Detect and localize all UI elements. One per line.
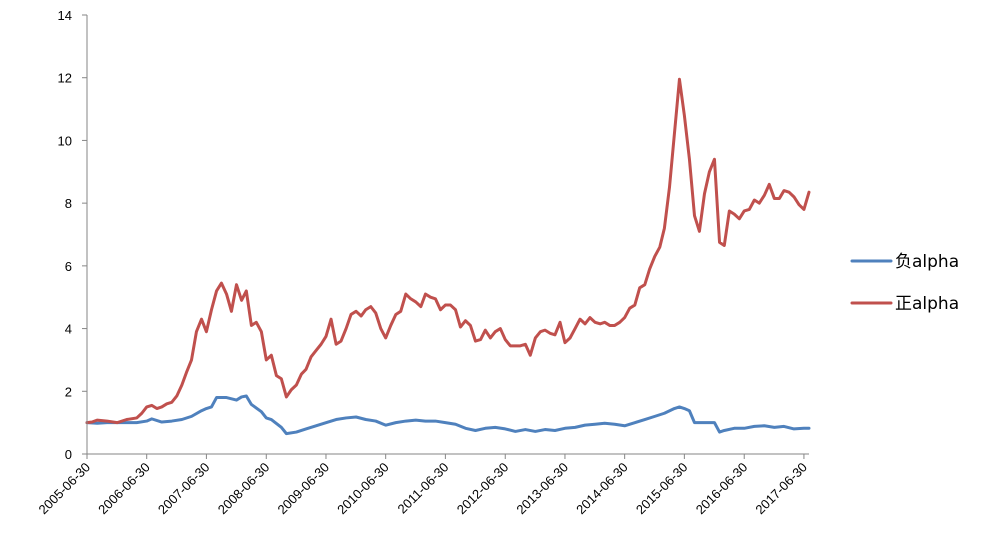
x-tick-label: 2011-06-30 <box>395 460 452 517</box>
y-tick-label: 10 <box>58 133 72 148</box>
legend: 负alpha 正alpha <box>850 252 959 314</box>
x-tick-label: 2006-06-30 <box>95 460 153 518</box>
y-tick-label: 0 <box>65 447 72 462</box>
x-tick-label: 2009-06-30 <box>274 460 332 518</box>
x-tick-label: 2017-06-30 <box>752 460 810 518</box>
x-tick-label: 2014-06-30 <box>573 460 631 518</box>
y-axis-ticks: 0 2 4 6 8 10 12 14 <box>58 8 87 462</box>
x-axis-ticks: 2005-06-30 2006-06-30 2007-06-30 2008-06-30… <box>35 454 810 517</box>
y-tick-label: 14 <box>58 8 72 23</box>
y-tick-label: 6 <box>65 259 72 274</box>
x-tick-label: 2015-06-30 <box>633 460 691 518</box>
x-tick-label: 2016-06-30 <box>693 460 751 518</box>
series-layer <box>85 77 811 436</box>
series-line-2 <box>85 77 811 425</box>
x-tick-label: 2010-06-30 <box>334 460 392 518</box>
y-tick-label: 2 <box>65 384 72 399</box>
legend-label-2: 正alpha <box>895 294 959 314</box>
y-tick-label: 8 <box>65 196 72 211</box>
x-tick-label: 2012-06-30 <box>454 460 512 518</box>
legend-label-1: 负alpha <box>895 252 959 272</box>
x-tick-label: 2005-06-30 <box>35 460 93 518</box>
x-tick-label: 2008-06-30 <box>215 460 273 518</box>
series-line-1 <box>85 394 811 436</box>
x-tick-label: 2007-06-30 <box>155 460 213 518</box>
y-tick-label: 4 <box>65 322 72 337</box>
y-tick-label: 12 <box>58 71 72 86</box>
x-tick-label: 2013-06-30 <box>513 460 571 518</box>
